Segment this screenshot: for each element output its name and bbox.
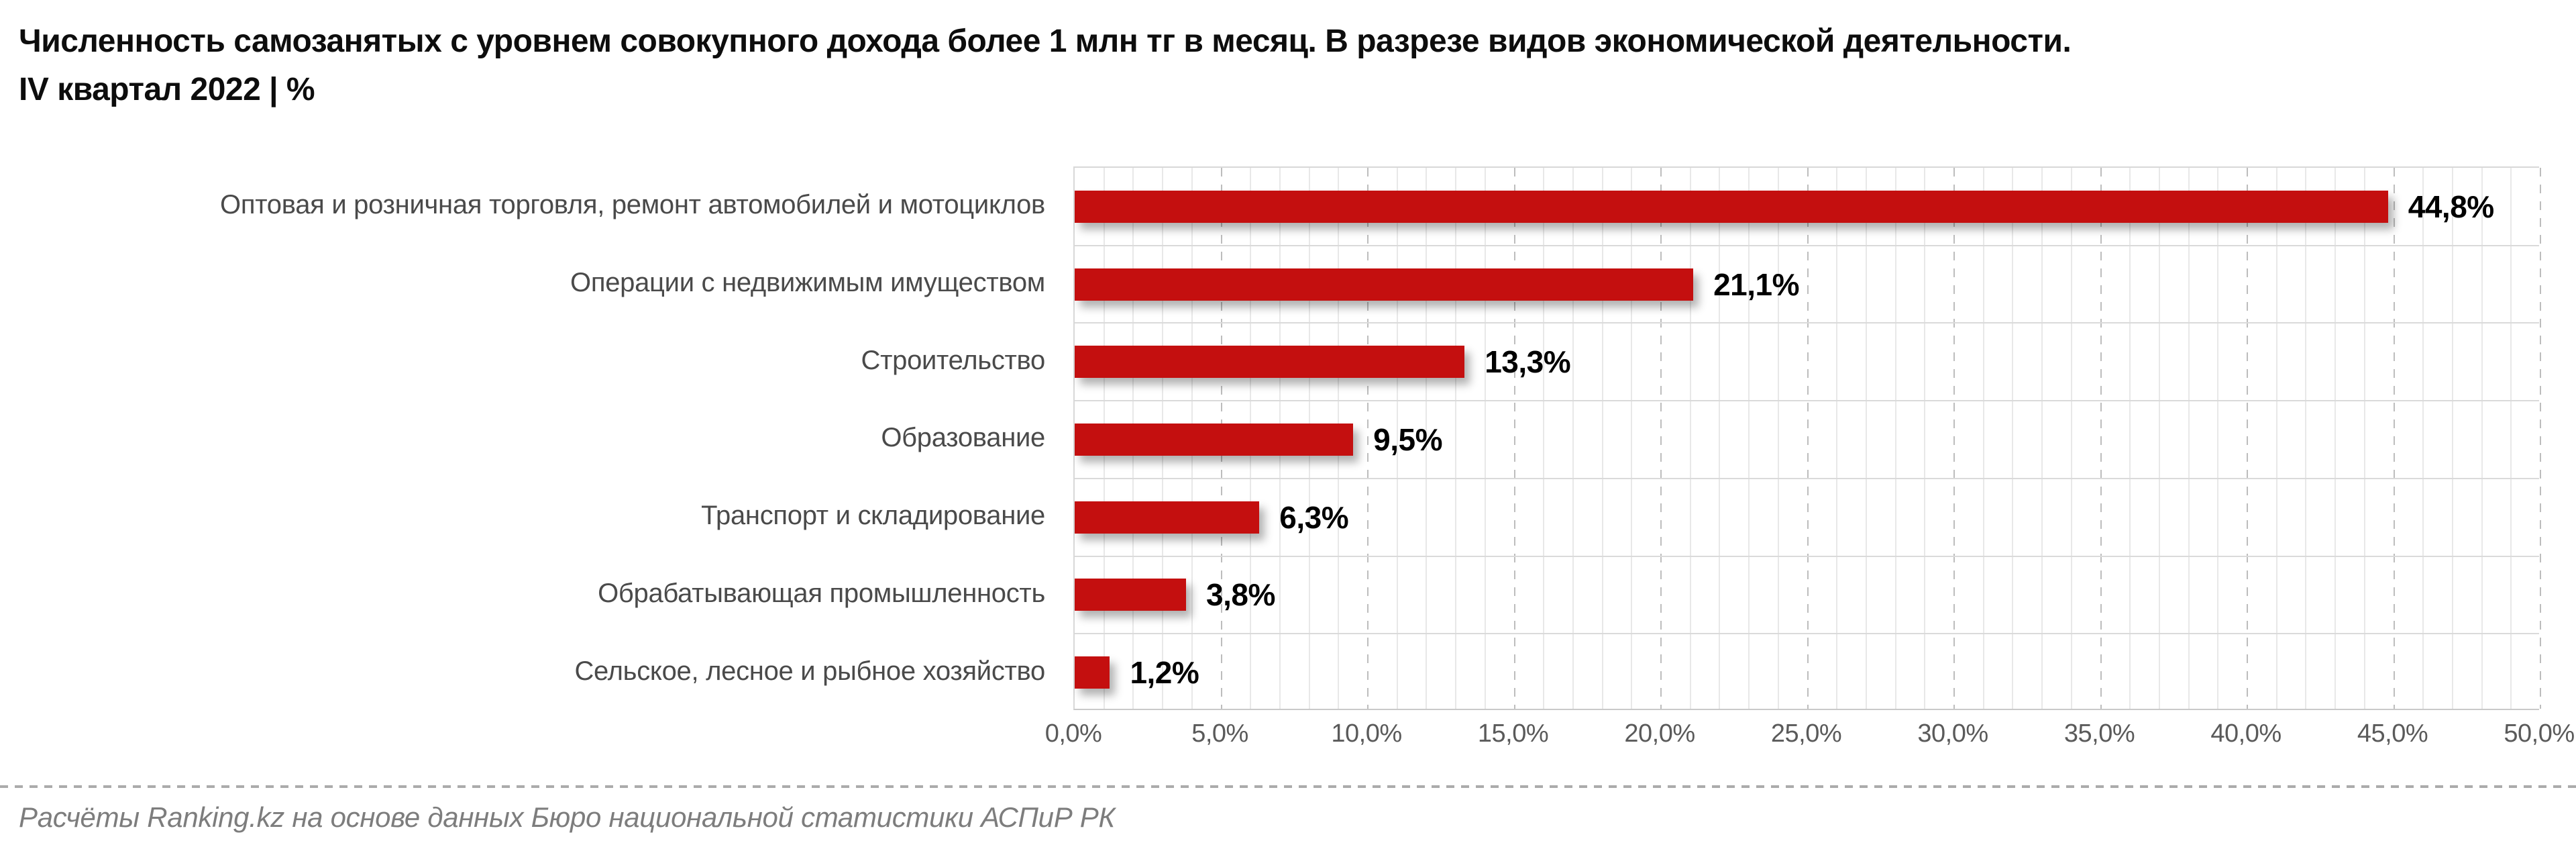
value-label: 3,8% — [1206, 577, 1275, 613]
x-axis-tick-label: 35,0% — [2063, 719, 2135, 748]
gridline-minor — [1455, 168, 1457, 709]
source-note: Расчёты Ranking.kz на основе данных Бюро… — [19, 801, 1115, 833]
row-separator — [1075, 555, 2539, 557]
bar — [1075, 579, 1187, 611]
category-label: Операции с недвижимым имуществом — [570, 268, 1045, 298]
value-label: 13,3% — [1485, 344, 1571, 380]
gridline-major — [1367, 168, 1368, 709]
category-label: Образование — [881, 423, 1045, 453]
gridline-minor — [1865, 168, 1867, 709]
gridline-minor — [2217, 168, 2219, 709]
gridline-minor — [2363, 168, 2365, 709]
x-axis-tick-label: 30,0% — [1917, 719, 1988, 748]
bar — [1075, 268, 1694, 301]
gridline-major — [1953, 168, 1955, 709]
category-label: Обрабатывающая промышленность — [598, 578, 1045, 608]
chart-title-line1: Численность самозанятых с уровнем совоку… — [19, 23, 2072, 59]
row-separator — [1075, 244, 2539, 246]
x-axis-tick-label: 10,0% — [1331, 719, 1402, 748]
gridline-minor — [2188, 168, 2190, 709]
bar — [1075, 501, 1260, 534]
gridline-minor — [2129, 168, 2131, 709]
chart-title-line2: IV квартал 2022 | % — [19, 72, 315, 107]
x-axis-tick-label: 20,0% — [1624, 719, 1695, 748]
gridline-minor — [1543, 168, 1545, 709]
x-axis-tick-label: 40,0% — [2210, 719, 2282, 748]
x-axis-tick-label: 45,0% — [2357, 719, 2428, 748]
gridline-minor — [2422, 168, 2424, 709]
category-labels: Оптовая и розничная торговля, ремонт авт… — [0, 166, 1059, 710]
bar — [1075, 346, 1465, 379]
gridline-minor — [2481, 168, 2483, 709]
footer-separator — [0, 785, 2576, 788]
gridline-minor — [2041, 168, 2043, 709]
gridline-major — [1807, 168, 1809, 709]
gridline-major — [2247, 168, 2248, 709]
x-axis-tick-label: 25,0% — [1770, 719, 1842, 748]
category-label: Сельское, лесное и рыбное хозяйство — [574, 656, 1045, 686]
x-axis-tick-label: 50,0% — [2504, 719, 2575, 748]
row-separator — [1075, 400, 2539, 402]
gridline-major — [1513, 168, 1515, 709]
row-separator — [1075, 477, 2539, 479]
row-separator — [1075, 633, 2539, 635]
gridline-minor — [1631, 168, 1633, 709]
gridline-minor — [1396, 168, 1398, 709]
x-axis-tick-label: 15,0% — [1477, 719, 1549, 748]
gridline-minor — [1719, 168, 1721, 709]
gridline-minor — [2070, 168, 2072, 709]
value-label: 6,3% — [1279, 499, 1349, 535]
gridline-major — [2393, 168, 2395, 709]
gridline-minor — [1982, 168, 1984, 709]
category-label: Оптовая и розничная торговля, ремонт авт… — [220, 190, 1045, 220]
category-label: Строительство — [861, 345, 1046, 375]
gridline-minor — [1777, 168, 1779, 709]
gridline-minor — [1601, 168, 1603, 709]
gridline-major — [1660, 168, 1662, 709]
gridline-minor — [2275, 168, 2277, 709]
gridline-minor — [1484, 168, 1486, 709]
x-axis-tick-label: 0,0% — [1044, 719, 1102, 748]
gridline-minor — [2334, 168, 2337, 709]
row-separator — [1075, 322, 2539, 324]
gridline-minor — [1572, 168, 1574, 709]
gridline-minor — [1689, 168, 1691, 709]
gridline-minor — [1748, 168, 1750, 709]
value-label: 9,5% — [1373, 422, 1442, 457]
gridline-minor — [1894, 168, 1896, 709]
plot-area: 44,8% 21,1% 13,3% 9,5% 6,3% 3,8% 1,2% — [1073, 166, 2541, 710]
bar — [1075, 656, 1110, 689]
category-label: Транспорт и складирование — [701, 501, 1045, 531]
gridline-minor — [2012, 168, 2014, 709]
bar — [1075, 424, 1354, 456]
gridline-major — [2100, 168, 2102, 709]
value-label: 44,8% — [2408, 189, 2494, 224]
gridline-minor — [2451, 168, 2453, 709]
x-axis: 0,0% 5,0% 10,0% 15,0% 20,0% 25,0% 30,0% 35,0% 40… — [0, 719, 2576, 753]
gridline-minor — [1836, 168, 1838, 709]
gridline-minor — [2510, 168, 2512, 709]
chart-title: Численность самозанятых с уровнем совоку… — [19, 17, 2072, 114]
gridline-minor — [2158, 168, 2160, 709]
gridline-major — [2540, 168, 2541, 709]
gridline-minor — [1426, 168, 1428, 709]
x-axis-tick-label: 5,0% — [1191, 719, 1248, 748]
gridline-minor — [1924, 168, 1926, 709]
value-label: 21,1% — [1713, 266, 1799, 302]
value-label: 1,2% — [1130, 655, 1199, 691]
bar — [1075, 190, 2388, 223]
gridline-minor — [2305, 168, 2307, 709]
